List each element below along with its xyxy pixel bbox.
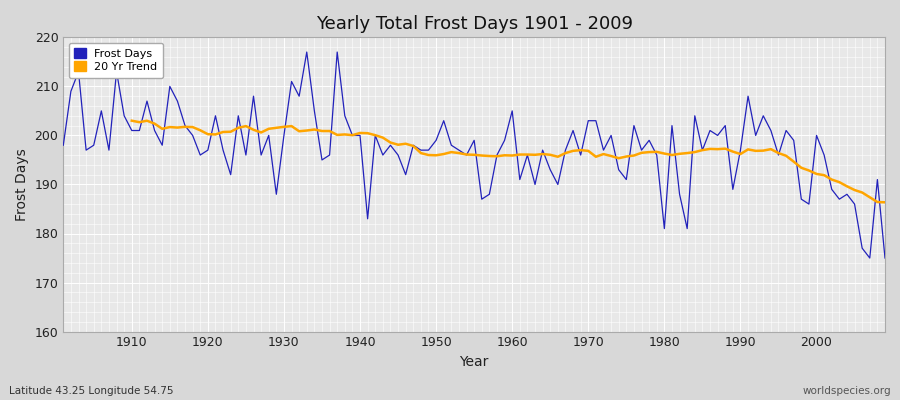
20 Yr Trend — [126, 118, 137, 123]
Line: Frost Days: Frost Days — [63, 52, 885, 258]
20 Yr Trend — [302, 128, 312, 133]
X-axis label: Year: Year — [460, 355, 489, 369]
Frost Days — [507, 108, 517, 113]
Line: 20 Yr Trend: 20 Yr Trend — [131, 121, 885, 202]
Frost Days — [119, 113, 130, 118]
Title: Yearly Total Frost Days 1901 - 2009: Yearly Total Frost Days 1901 - 2009 — [316, 15, 633, 33]
20 Yr Trend — [575, 148, 586, 152]
Frost Days — [58, 143, 68, 148]
Frost Days — [606, 133, 616, 138]
20 Yr Trend — [819, 173, 830, 178]
20 Yr Trend — [879, 200, 890, 205]
Y-axis label: Frost Days: Frost Days — [15, 148, 29, 221]
Legend: Frost Days, 20 Yr Trend: Frost Days, 20 Yr Trend — [68, 43, 163, 78]
Frost Days — [515, 177, 526, 182]
20 Yr Trend — [271, 126, 282, 130]
20 Yr Trend — [515, 152, 526, 157]
Frost Days — [286, 79, 297, 84]
Frost Days — [302, 50, 312, 54]
Frost Days — [879, 256, 890, 260]
20 Yr Trend — [842, 184, 852, 189]
Frost Days — [864, 256, 875, 260]
Text: Latitude 43.25 Longitude 54.75: Latitude 43.25 Longitude 54.75 — [9, 386, 174, 396]
Frost Days — [339, 113, 350, 118]
Text: worldspecies.org: worldspecies.org — [803, 386, 891, 396]
